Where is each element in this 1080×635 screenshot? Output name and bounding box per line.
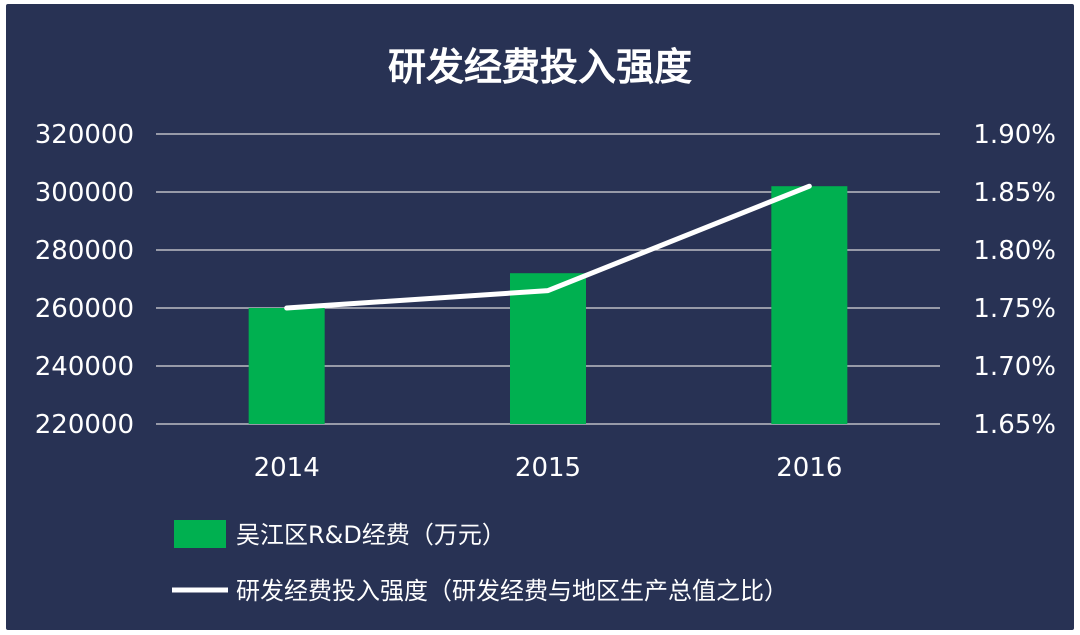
y-right-tick-label: 1.80% <box>973 236 1056 266</box>
bar-series <box>248 186 848 424</box>
y-right-tick-label: 1.85% <box>973 178 1056 208</box>
chart-title: 研发经费投入强度 <box>388 45 692 89</box>
y-right-tick-label: 1.90% <box>973 120 1056 150</box>
legend-line-label: 研发经费投入强度（研发经费与地区生产总值之比） <box>236 577 788 605</box>
bar <box>771 186 848 424</box>
y-left-tick-label: 320000 <box>35 120 134 150</box>
y-left-tick-label: 240000 <box>35 352 134 382</box>
chart-panel: 研发经费投入强度 220000 240000 260000 280000 300000 3… <box>6 4 1074 630</box>
legend-bar-label: 吴江区R&D经费（万元） <box>236 521 506 549</box>
combo-chart: 研发经费投入强度 220000 240000 260000 280000 300000 3… <box>35 45 1056 605</box>
legend: 吴江区R&D经费（万元） 研发经费投入强度（研发经费与地区生产总值之比） <box>172 520 788 605</box>
axis-labels: 220000 240000 260000 280000 300000 320000 1.65… <box>35 120 1056 483</box>
intensity-line <box>284 183 812 311</box>
line-series <box>284 183 812 311</box>
y-right-tick-label: 1.65% <box>973 410 1056 440</box>
x-tick-label: 2016 <box>776 453 842 483</box>
line-point <box>808 185 810 187</box>
line-point <box>547 290 549 292</box>
legend-bar-swatch <box>174 520 226 548</box>
y-right-tick-label: 1.70% <box>973 352 1056 382</box>
y-left-tick-label: 260000 <box>35 294 134 324</box>
y-right-tick-label: 1.75% <box>973 294 1056 324</box>
y-left-tick-label: 280000 <box>35 236 134 266</box>
x-tick-label: 2014 <box>254 453 320 483</box>
x-tick-label: 2015 <box>515 453 581 483</box>
y-left-tick-label: 300000 <box>35 178 134 208</box>
bar <box>248 308 325 424</box>
line-point <box>286 307 288 309</box>
y-left-tick-label: 220000 <box>35 410 134 440</box>
bar <box>510 273 586 424</box>
